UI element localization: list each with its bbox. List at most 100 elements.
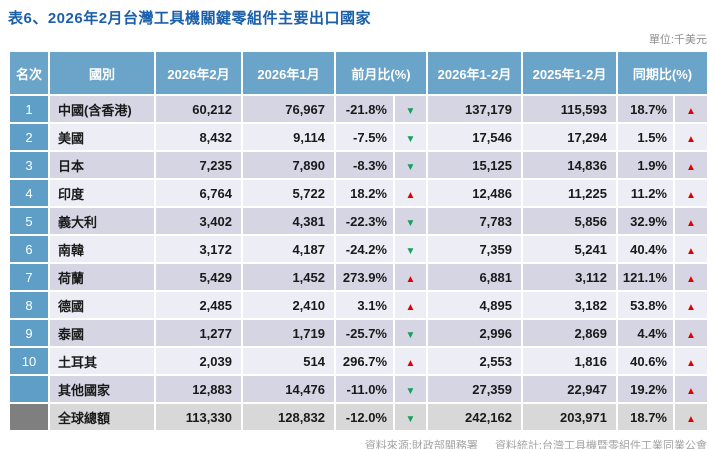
rank-cell: 3 bbox=[8, 150, 50, 180]
header-feb-2026: 2026年2月 bbox=[154, 50, 243, 96]
ytd-2026-cell: 6,881 bbox=[426, 262, 523, 292]
table-row: 3 日本 7,235 7,890 -8.3% ▼ 15,125 14,836 1.9% ▲ bbox=[8, 150, 709, 180]
table-row: 8 德國 2,485 2,410 3.1% ▲ 4,895 3,182 53.8% ▲ bbox=[8, 290, 709, 320]
header-row: 名次 國別 2026年2月 2026年1月 前月比(%) 2026年1-2月 2… bbox=[8, 50, 709, 96]
yoy-pct-cell: 4.4% bbox=[616, 318, 675, 348]
header-jan-2026: 2026年1月 bbox=[241, 50, 336, 96]
rank-cell: 4 bbox=[8, 178, 50, 208]
mom-arrow-cell: ▲ bbox=[393, 290, 428, 320]
up-arrow-icon: ▲ bbox=[686, 413, 696, 425]
table-row: 6 南韓 3,172 4,187 -24.2% ▼ 7,359 5,241 40.4% ▲ bbox=[8, 234, 709, 264]
rank-cell: 6 bbox=[8, 234, 50, 264]
mom-pct-cell: -8.3% bbox=[334, 150, 395, 180]
ytd-2026-cell: 12,486 bbox=[426, 178, 523, 208]
mom-arrow-cell: ▼ bbox=[393, 374, 428, 404]
jan-2026-cell: 1,452 bbox=[241, 262, 336, 292]
feb-2026-cell: 1,277 bbox=[154, 318, 243, 348]
up-arrow-icon: ▲ bbox=[686, 189, 696, 201]
mom-arrow-cell: ▲ bbox=[393, 178, 428, 208]
down-arrow-icon: ▼ bbox=[405, 161, 416, 173]
ytd-2026-cell: 2,996 bbox=[426, 318, 523, 348]
yoy-pct-cell: 1.5% bbox=[616, 122, 675, 152]
yoy-arrow-cell: ▲ bbox=[673, 122, 709, 152]
country-cell: 荷蘭 bbox=[48, 262, 156, 292]
yoy-arrow-cell: ▲ bbox=[673, 374, 709, 404]
table-row: 4 印度 6,764 5,722 18.2% ▲ 12,486 11,225 11.2% ▲ bbox=[8, 178, 709, 208]
ytd-2025-cell: 22,947 bbox=[521, 374, 618, 404]
up-arrow-icon: ▲ bbox=[686, 217, 696, 229]
country-cell: 泰國 bbox=[48, 318, 156, 348]
header-ytd-2026: 2026年1-2月 bbox=[426, 50, 523, 96]
country-cell: 日本 bbox=[48, 150, 156, 180]
header-rank: 名次 bbox=[8, 50, 50, 96]
ytd-2026-cell: 137,179 bbox=[426, 94, 523, 124]
mom-pct-cell: 3.1% bbox=[334, 290, 395, 320]
country-cell: 全球總額 bbox=[48, 402, 156, 432]
mom-arrow-cell: ▲ bbox=[393, 346, 428, 376]
header-mom-change: 前月比(%) bbox=[334, 50, 428, 96]
data-stats-label: 資料統計:台灣工具機暨零組件工業同業公會 bbox=[494, 440, 707, 449]
down-arrow-icon: ▼ bbox=[405, 105, 416, 117]
jan-2026-cell: 1,719 bbox=[241, 318, 336, 348]
yoy-pct-cell: 19.2% bbox=[616, 374, 675, 404]
table-row: 10 土耳其 2,039 514 296.7% ▲ 2,553 1,816 40.6% ▲ bbox=[8, 346, 709, 376]
yoy-arrow-cell: ▲ bbox=[673, 178, 709, 208]
rank-cell: 10 bbox=[8, 346, 50, 376]
up-arrow-icon: ▲ bbox=[686, 133, 696, 145]
ytd-2026-cell: 7,359 bbox=[426, 234, 523, 264]
up-arrow-icon: ▲ bbox=[686, 273, 696, 285]
mom-pct-cell: -25.7% bbox=[334, 318, 395, 348]
mom-pct-cell: -24.2% bbox=[334, 234, 395, 264]
jan-2026-cell: 4,381 bbox=[241, 206, 336, 236]
feb-2026-cell: 7,235 bbox=[154, 150, 243, 180]
mom-pct-cell: 273.9% bbox=[334, 262, 395, 292]
yoy-pct-cell: 32.9% bbox=[616, 206, 675, 236]
mom-arrow-cell: ▼ bbox=[393, 234, 428, 264]
ytd-2026-cell: 4,895 bbox=[426, 290, 523, 320]
data-source-label: 資料來源:財政部關務署 bbox=[364, 440, 478, 449]
up-arrow-icon: ▲ bbox=[686, 161, 696, 173]
up-arrow-icon: ▲ bbox=[686, 245, 696, 257]
rank-cell: 9 bbox=[8, 318, 50, 348]
yoy-pct-cell: 53.8% bbox=[616, 290, 675, 320]
feb-2026-cell: 2,485 bbox=[154, 290, 243, 320]
up-arrow-icon: ▲ bbox=[686, 105, 696, 117]
rank-cell bbox=[8, 402, 50, 432]
feb-2026-cell: 8,432 bbox=[154, 122, 243, 152]
yoy-arrow-cell: ▲ bbox=[673, 402, 709, 432]
yoy-arrow-cell: ▲ bbox=[673, 290, 709, 320]
country-cell: 德國 bbox=[48, 290, 156, 320]
down-arrow-icon: ▼ bbox=[405, 413, 416, 425]
down-arrow-icon: ▼ bbox=[405, 385, 416, 397]
rank-cell bbox=[8, 374, 50, 404]
yoy-pct-cell: 18.7% bbox=[616, 94, 675, 124]
ytd-2025-cell: 5,241 bbox=[521, 234, 618, 264]
rank-cell: 5 bbox=[8, 206, 50, 236]
up-arrow-icon: ▲ bbox=[686, 357, 696, 369]
ytd-2025-cell: 11,225 bbox=[521, 178, 618, 208]
header-ytd-2025: 2025年1-2月 bbox=[521, 50, 618, 96]
mom-arrow-cell: ▼ bbox=[393, 318, 428, 348]
mom-arrow-cell: ▲ bbox=[393, 262, 428, 292]
table-row: 其他國家 12,883 14,476 -11.0% ▼ 27,359 22,947 19.2%… bbox=[8, 374, 709, 404]
yoy-pct-cell: 11.2% bbox=[616, 178, 675, 208]
rank-cell: 1 bbox=[8, 94, 50, 124]
ytd-2025-cell: 3,182 bbox=[521, 290, 618, 320]
yoy-pct-cell: 40.6% bbox=[616, 346, 675, 376]
mom-pct-cell: -12.0% bbox=[334, 402, 395, 432]
ytd-2026-cell: 242,162 bbox=[426, 402, 523, 432]
country-cell: 其他國家 bbox=[48, 374, 156, 404]
up-arrow-icon: ▲ bbox=[405, 273, 416, 285]
mom-pct-cell: 296.7% bbox=[334, 346, 395, 376]
feb-2026-cell: 113,330 bbox=[154, 402, 243, 432]
table-row: 2 美國 8,432 9,114 -7.5% ▼ 17,546 17,294 1.5% ▲ bbox=[8, 122, 709, 152]
export-table: 名次 國別 2026年2月 2026年1月 前月比(%) 2026年1-2月 2… bbox=[8, 50, 709, 432]
table-row: 5 義大利 3,402 4,381 -22.3% ▼ 7,783 5,856 32.9% ▲ bbox=[8, 206, 709, 236]
rank-cell: 8 bbox=[8, 290, 50, 320]
jan-2026-cell: 514 bbox=[241, 346, 336, 376]
ytd-2025-cell: 203,971 bbox=[521, 402, 618, 432]
total-row: 全球總額 113,330 128,832 -12.0% ▼ 242,162 203,971 1… bbox=[8, 402, 709, 432]
mom-arrow-cell: ▼ bbox=[393, 94, 428, 124]
yoy-arrow-cell: ▲ bbox=[673, 346, 709, 376]
jan-2026-cell: 9,114 bbox=[241, 122, 336, 152]
